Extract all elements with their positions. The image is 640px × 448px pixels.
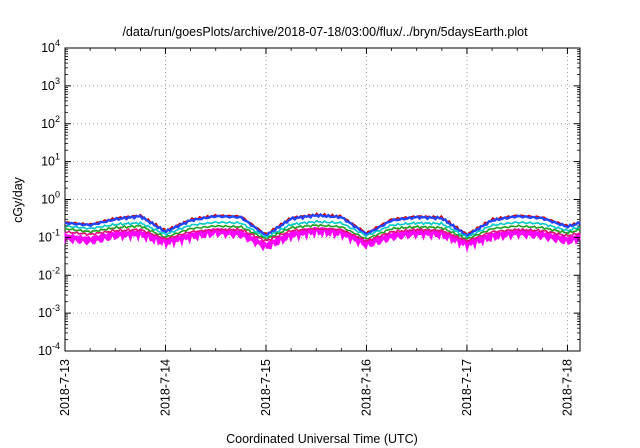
y-tick-label: 10-4 <box>38 341 60 358</box>
x-tick-label: 2018-7-17 <box>460 359 474 416</box>
plot-area-frame <box>64 47 581 352</box>
y-tick-label: 101 <box>41 152 60 169</box>
x-axis-label: Coordinated Universal Time (UTC) <box>226 432 418 446</box>
data-series-group <box>64 212 581 253</box>
y-tick-label: 10-2 <box>38 265 60 282</box>
y-tick-label: 100 <box>41 190 60 207</box>
series-band-0 <box>64 226 581 253</box>
y-axis-label: cGy/day <box>11 176 25 223</box>
y-tick-label: 103 <box>41 76 60 93</box>
x-tick-label: 2018-7-16 <box>359 359 373 416</box>
y-tick-label: 102 <box>41 114 60 131</box>
series-line-5 <box>64 227 580 243</box>
y-tick-labels: 10-4 10-3 10-2 10-1 100 101 102 103 104 <box>38 38 60 358</box>
series-line-2 <box>64 212 581 238</box>
y-tick-label: 10-3 <box>38 303 60 320</box>
x-tick-label: 2018-7-15 <box>259 359 273 416</box>
x-tick-labels: 2018-7-13 2018-7-14 2018-7-15 2018-7-16 2018… <box>58 359 574 416</box>
series-line-3 <box>64 219 581 240</box>
y-tick-label: 104 <box>41 38 60 55</box>
series-line-4 <box>64 223 581 242</box>
x-tick-label: 2018-7-13 <box>58 359 72 416</box>
x-tick-label: 2018-7-18 <box>560 359 574 416</box>
y-tick-label: 10-1 <box>38 227 60 244</box>
axis-ticks <box>64 47 580 352</box>
grid-lines <box>65 48 580 351</box>
chart-title: /data/run/goesPlots/archive/2018-07-18/0… <box>122 25 528 39</box>
x-tick-label: 2018-7-14 <box>158 359 172 416</box>
